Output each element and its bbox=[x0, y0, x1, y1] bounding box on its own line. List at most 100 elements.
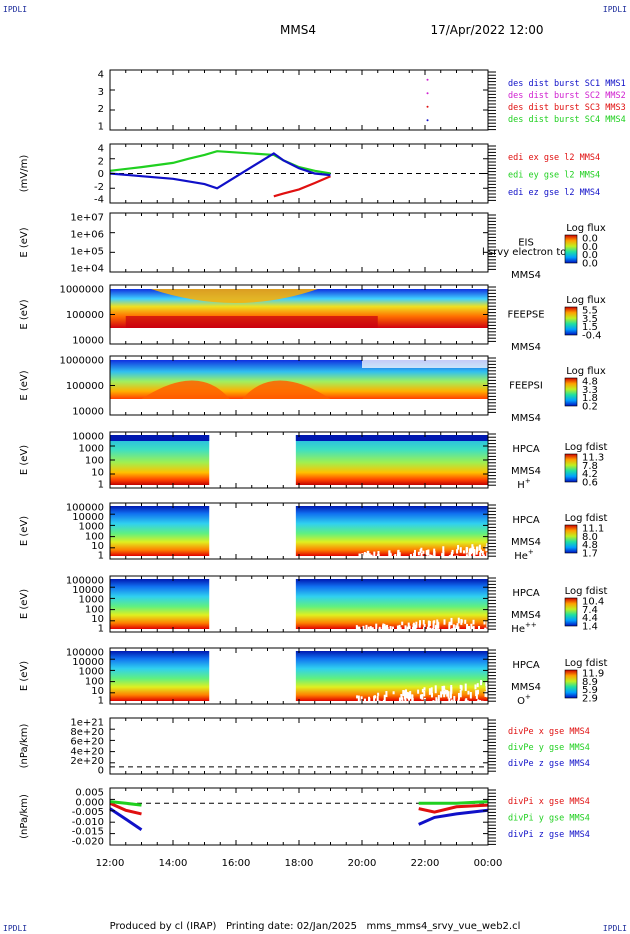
panel-hpca-hepp-gap-speckle bbox=[407, 627, 409, 632]
datetime-title: 17/Apr/2022 12:00 bbox=[430, 23, 543, 37]
panel-hpca-hepp-gap-speckle bbox=[448, 624, 450, 630]
panel-hpca-hepp-instrument-label: HPCA bbox=[512, 588, 540, 599]
panel-hpca-o-gap-speckle bbox=[417, 690, 419, 694]
panel-edi-series-1 bbox=[110, 151, 331, 173]
panel-divpi-ylabel: (nPa/km) bbox=[19, 794, 30, 839]
panel-hpca-he-gap-speckle bbox=[479, 552, 481, 559]
panel-hpca-he: 100000100001000100101E (eV) HPCAMMS4He+Lo… bbox=[19, 503, 607, 563]
panel-hpca-he-gap-speckle bbox=[431, 555, 433, 561]
panel-eis-ytick-label: 1e+06 bbox=[70, 230, 104, 241]
panel-hpca-o-ylabel: E (eV) bbox=[19, 661, 30, 691]
panel-edi-legend-entry: edi ex gse l2 MMS4 bbox=[508, 153, 600, 163]
panel-hpca-h-instrument-label: HPCA bbox=[512, 444, 540, 455]
panel-feeps-e-colorbar-title: Log flux bbox=[566, 295, 606, 306]
panel-divpi-frame bbox=[110, 788, 488, 845]
corner-label-top-left: IPDLI bbox=[3, 5, 27, 14]
panel-feeps-e-ytick-label: 1000000 bbox=[59, 285, 104, 296]
panel-hpca-h-spectrogram-block bbox=[110, 435, 209, 485]
panel-divpe-frame bbox=[110, 718, 488, 774]
panel-feeps-e-high-flux-band bbox=[126, 316, 378, 328]
panel-edi-ytick-label: -4 bbox=[94, 195, 104, 206]
panel-hpca-hepp-gap-speckle bbox=[413, 626, 415, 631]
panel-hpca-o-gap-speckle bbox=[364, 699, 366, 706]
species-charge: + bbox=[528, 548, 534, 556]
panel-des-dist-ytick-label: 4 bbox=[98, 70, 104, 81]
panel-des-dist: 4321des dist burst SC1 MMS1des dist burs… bbox=[98, 70, 626, 133]
panel-divpe-ylabel: (nPa/km) bbox=[19, 724, 30, 769]
panel-feeps-e-ytick-label: 100000 bbox=[66, 310, 104, 321]
panel-feeps-i-ytick-label: 100000 bbox=[66, 381, 104, 392]
time-axis-tick-label: 12:00 bbox=[96, 858, 125, 869]
panel-hpca-hepp-gap-speckle bbox=[433, 620, 435, 623]
panel-des-dist-point bbox=[427, 119, 429, 121]
panel-hpca-hepp-colorbar bbox=[565, 598, 577, 626]
panel-hpca-o-gap-speckle bbox=[431, 687, 433, 693]
panel-hpca-he-gap-speckle bbox=[463, 550, 465, 553]
panel-hpca-o-gap-speckle bbox=[438, 699, 440, 706]
time-axis-tick-label: 14:00 bbox=[159, 858, 188, 869]
panel-hpca-o-gap-speckle bbox=[423, 687, 425, 690]
panel-des-dist-legend-entry: des dist burst SC2 MMS2 bbox=[508, 91, 626, 101]
species-charge: + bbox=[525, 693, 531, 701]
panel-feeps-e-colorbar bbox=[565, 307, 577, 335]
panel-stack: 4321des dist burst SC1 MMS1des dist burs… bbox=[19, 70, 626, 848]
panel-hpca-hepp-gap-speckle bbox=[365, 625, 367, 632]
time-axis-tick-label: 16:00 bbox=[222, 858, 251, 869]
panel-hpca-hepp-gap-speckle bbox=[444, 619, 446, 624]
panel-hpca-hepp-gap-speckle bbox=[461, 620, 463, 623]
panel-eis-ylabel: E (eV) bbox=[19, 227, 30, 257]
panel-hpca-o-colorbar bbox=[565, 670, 577, 698]
panel-hpca-he-gap-speckle bbox=[466, 549, 468, 554]
panel-hpca-he-instrument-label: HPCA bbox=[512, 515, 540, 526]
panel-eis-ytick-label: 1e+07 bbox=[70, 213, 104, 224]
panel-hpca-he-gap-speckle bbox=[476, 547, 478, 552]
panel-hpca-o-gap-speckle bbox=[435, 697, 437, 701]
panel-hpca-hepp-gap-speckle bbox=[401, 622, 403, 626]
footer-credits: Produced by cl (IRAP) Printing date: 02/… bbox=[110, 921, 521, 932]
panel-hpca-hepp: 100000100001000100101E (eV) HPCAMMS4He++L… bbox=[19, 576, 607, 637]
panel-edi-legend-entry: edi ey gse l2 MMS4 bbox=[508, 171, 600, 181]
panel-feeps-i-instrument-label: MMS4 bbox=[511, 413, 541, 424]
panel-feeps-i-instrument-label: FEEPSI bbox=[509, 380, 543, 391]
panel-hpca-he-gap-speckle bbox=[456, 549, 458, 553]
panel-hpca-h-low-flux-band bbox=[296, 435, 488, 441]
panel-hpca-o-gap-speckle bbox=[420, 694, 422, 698]
panel-hpca-he-gap-speckle bbox=[389, 555, 391, 559]
panel-hpca-hepp-gap-speckle bbox=[478, 626, 480, 631]
panel-hpca-o-instrument-label: HPCA bbox=[512, 660, 540, 671]
panel-hpca-he-gap-speckle bbox=[433, 549, 435, 556]
panel-hpca-hepp-species-label: He++ bbox=[511, 621, 537, 635]
panel-hpca-hepp-gap-speckle bbox=[397, 626, 399, 631]
panel-hpca-o-gap-speckle bbox=[482, 701, 484, 704]
panel-hpca-hepp-gap-speckle bbox=[382, 625, 384, 631]
panel-hpca-o-gap-speckle bbox=[408, 692, 410, 699]
panel-hpca-o-gap-speckle bbox=[477, 690, 479, 695]
panel-hpca-o-gap-speckle bbox=[411, 695, 413, 699]
panel-hpca-h-ytick-label: 100 bbox=[85, 456, 104, 467]
panel-hpca-he-gap-speckle bbox=[442, 551, 444, 557]
panel-edi-series-2 bbox=[110, 153, 331, 188]
panel-divpi-series-1 bbox=[419, 802, 488, 804]
panel-hpca-o-gap-speckle bbox=[431, 693, 433, 697]
panel-edi-ytick-label: 4 bbox=[98, 144, 104, 155]
panel-eis-instrument-label: MMS4 bbox=[511, 270, 541, 281]
panel-hpca-h-colorbar-tick: 0.6 bbox=[582, 478, 598, 489]
panel-hpca-he-spectrogram-block bbox=[110, 506, 209, 556]
time-axis-tick-label: 18:00 bbox=[285, 858, 314, 869]
species-charge: + bbox=[525, 477, 531, 485]
panel-hpca-he-gap-speckle bbox=[452, 550, 454, 554]
panel-divpe: 1e+218e+206e+204e+202e+200(nPa/km) divPe … bbox=[19, 718, 590, 777]
panel-hpca-hepp-gap-speckle bbox=[458, 618, 460, 624]
panel-des-dist-legend-entry: des dist burst SC1 MMS1 bbox=[508, 79, 626, 89]
panel-eis-colorbar-title: Log flux bbox=[566, 223, 606, 234]
panel-hpca-he-ytick-label: 1 bbox=[98, 551, 104, 562]
panel-hpca-he-gap-speckle bbox=[373, 552, 375, 560]
panel-hpca-h-species-label: H+ bbox=[517, 477, 531, 491]
panel-hpca-hepp-gap-speckle bbox=[372, 627, 374, 631]
panel-divpe-legend-entry: divPe z gse MMS4 bbox=[508, 759, 590, 769]
panel-hpca-he-species-label: He+ bbox=[514, 548, 534, 562]
panel-hpca-o-gap-speckle bbox=[404, 698, 406, 702]
panel-hpca-h-ylabel: E (eV) bbox=[19, 445, 30, 475]
panel-hpca-he-gap-speckle bbox=[427, 550, 429, 556]
panel-hpca-o-gap-speckle bbox=[477, 683, 479, 687]
